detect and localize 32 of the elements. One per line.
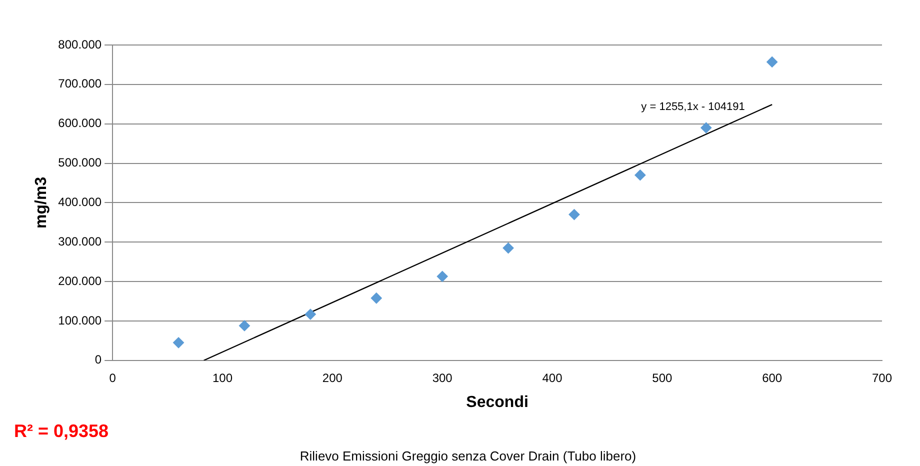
text: R² = 0,9358	[14, 420, 109, 441]
x-tick-label: 700	[872, 370, 892, 385]
x-tick-label: 400	[542, 370, 563, 385]
y-tick-label: 500.000	[58, 156, 102, 170]
y-tick-label: 800.000	[58, 37, 102, 52]
y-tick-label: 600.000	[58, 116, 102, 130]
point	[173, 337, 184, 348]
point	[502, 242, 514, 254]
x-tick-label: 300	[432, 370, 453, 385]
x-tick-label: 0	[109, 370, 116, 385]
point	[568, 209, 580, 220]
y-tick-label: 300.000	[58, 234, 102, 248]
x-tick-label: 200	[322, 370, 343, 385]
text: Rilievo Emissioni Greggio senza Cover Drain (Tubo libero)	[300, 448, 636, 464]
point	[766, 56, 778, 68]
x-tick-label: 500	[652, 370, 672, 385]
y-axis-title: mg/m3	[33, 176, 50, 228]
point	[370, 292, 382, 304]
y-tick-label: 100.000	[58, 313, 102, 328]
point	[700, 122, 712, 134]
point	[304, 308, 316, 320]
x-tick-label: 100	[212, 370, 233, 385]
point	[238, 320, 250, 332]
annotation: y = 1255,1x - 104191	[641, 101, 745, 114]
y-tick-label: 700.000	[58, 76, 102, 91]
y-tick-label: 400.000	[58, 195, 102, 210]
point	[634, 170, 646, 181]
point	[436, 270, 448, 282]
y-tick-label: 0	[94, 352, 102, 367]
x-tick-label: 600	[762, 370, 782, 385]
y-tick-label: 200.000	[58, 274, 102, 288]
x-axis-title: Secondi	[466, 394, 528, 411]
